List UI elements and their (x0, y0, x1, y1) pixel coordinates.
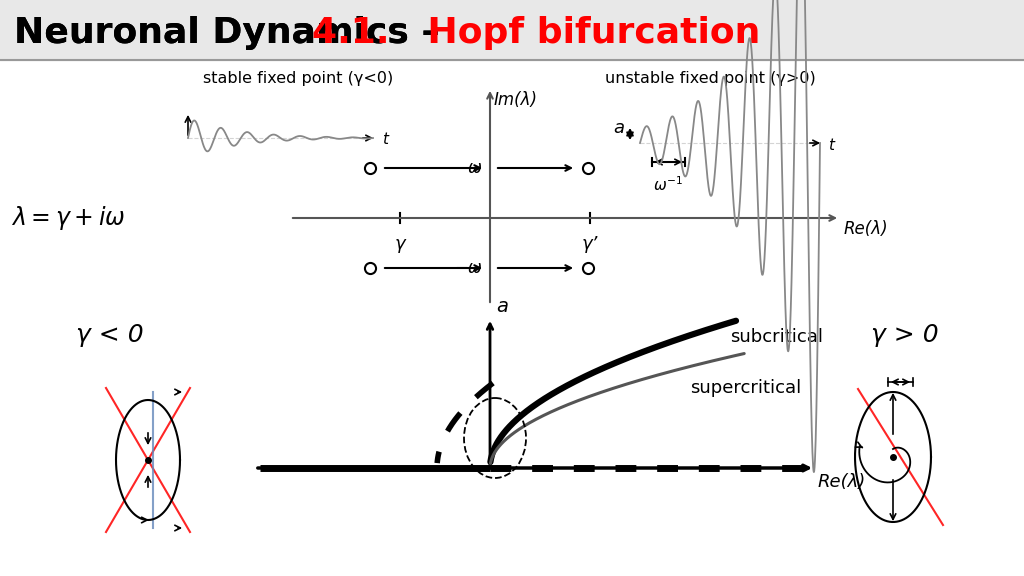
Text: a: a (496, 297, 508, 316)
Text: 4.1.   Hopf bifurcation: 4.1. Hopf bifurcation (312, 16, 761, 50)
Text: unstable fixed point (γ>0): unstable fixed point (γ>0) (604, 71, 815, 86)
Text: stable fixed point (γ<0): stable fixed point (γ<0) (203, 71, 393, 86)
Text: Neuronal Dynamics –: Neuronal Dynamics – (14, 16, 453, 50)
Text: γ < 0: γ < 0 (76, 323, 143, 347)
Text: Im(λ): Im(λ) (494, 91, 538, 109)
Text: a: a (613, 119, 624, 137)
Text: γ > 0: γ > 0 (871, 323, 939, 347)
Text: supercritical: supercritical (690, 379, 801, 397)
Text: $\lambda = \gamma + i\omega$: $\lambda = \gamma + i\omega$ (11, 204, 125, 232)
Text: $\omega^{-1}$: $\omega^{-1}$ (653, 175, 684, 194)
Text: −ω: −ω (455, 259, 482, 277)
Text: t: t (828, 138, 834, 153)
Text: Neuronal Dynamics –: Neuronal Dynamics – (14, 16, 453, 50)
Text: γ: γ (394, 235, 406, 253)
Text: Re(λ): Re(λ) (844, 220, 889, 238)
Text: t: t (382, 132, 388, 147)
Text: ω: ω (468, 159, 482, 177)
Text: subcritical: subcritical (730, 328, 823, 346)
Text: γ’: γ’ (582, 235, 598, 253)
Text: Re(λ): Re(λ) (818, 473, 866, 491)
